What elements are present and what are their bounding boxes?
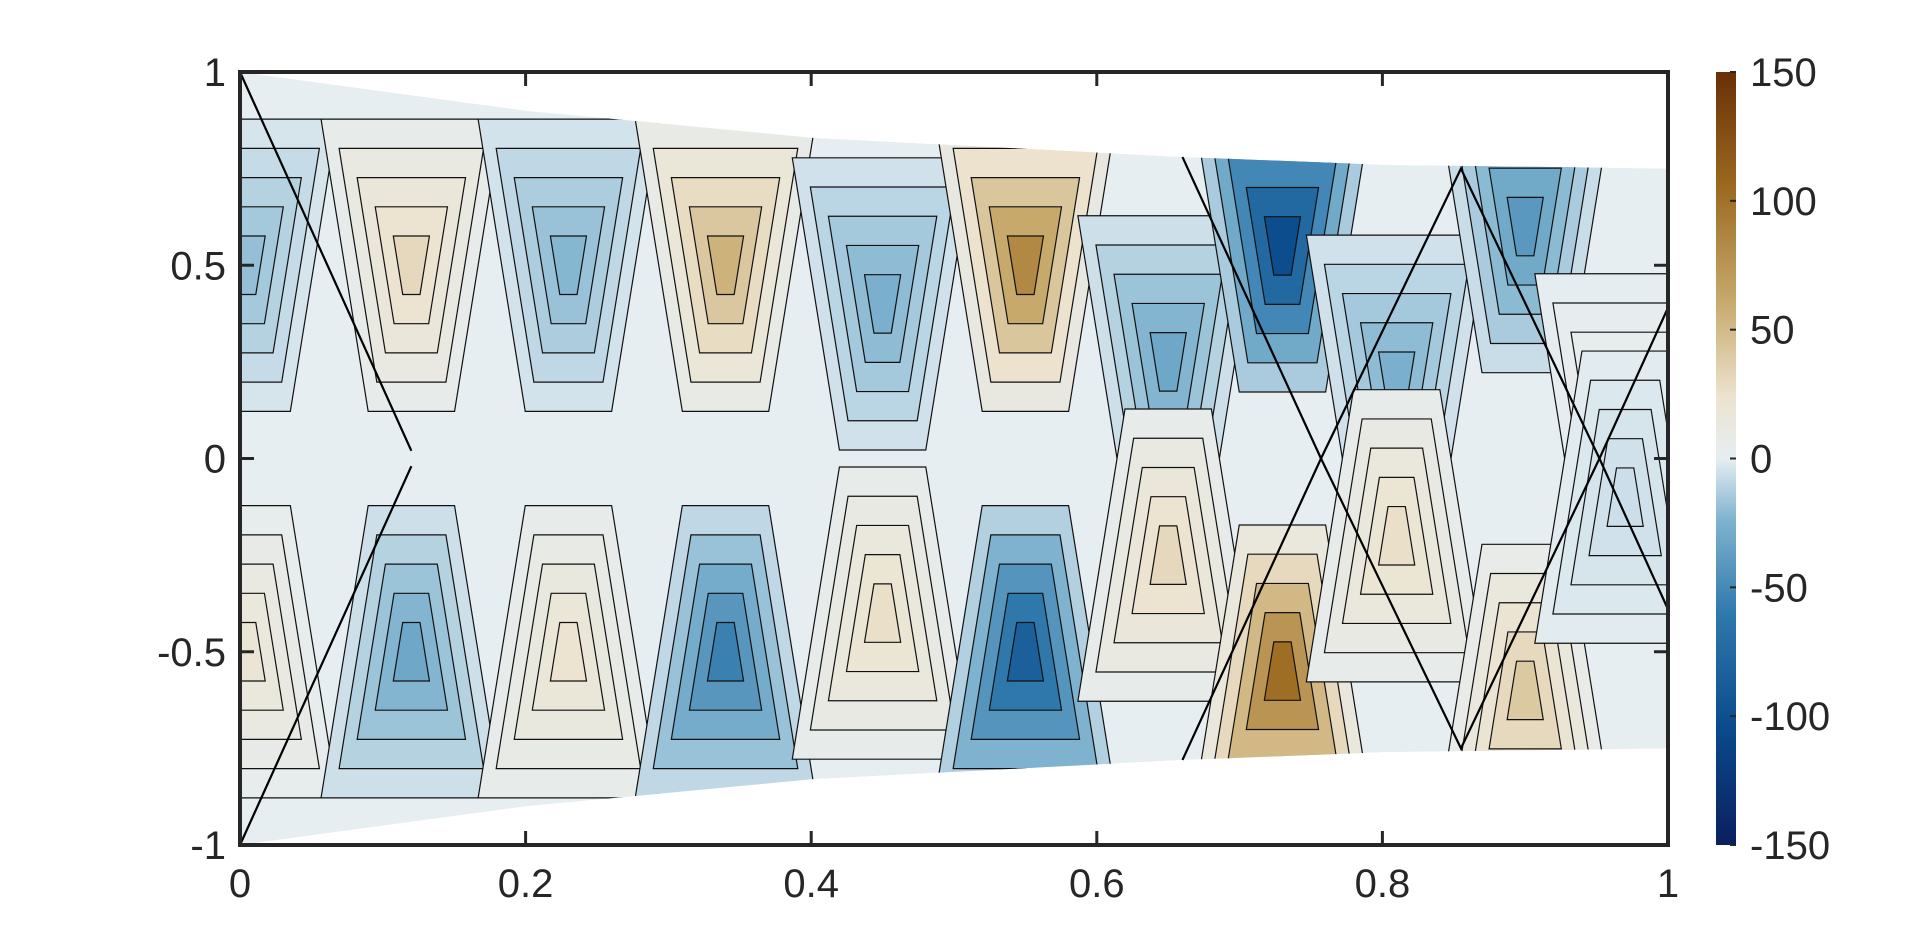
contour-band <box>1377 505 1416 566</box>
colorbar: 150 100 50 0 -50 -100 -150 <box>1716 51 1830 868</box>
contour-band <box>1263 641 1302 701</box>
y-tick-label: -0.5 <box>157 631 226 675</box>
x-axis: 0 0.2 0.4 0.6 0.8 1 <box>229 72 1679 906</box>
contour-band <box>549 235 588 296</box>
y-tick-label: 1 <box>204 51 226 95</box>
contour-cell <box>477 505 660 799</box>
contour-cell <box>320 118 503 412</box>
contour-cell <box>1077 408 1260 702</box>
x-tick-label: 0.6 <box>1069 862 1125 906</box>
x-tick-label: 0.8 <box>1355 862 1411 906</box>
contour-band <box>863 583 902 643</box>
x-tick-label: 0 <box>229 862 251 906</box>
contour-band <box>1149 332 1187 392</box>
y-tick-label: -1 <box>190 824 226 868</box>
plot-area <box>238 71 1670 846</box>
x-tick-label: 0.4 <box>783 862 839 906</box>
contour-band <box>1006 235 1045 296</box>
contour-cell <box>1305 389 1488 683</box>
contour-band <box>392 235 431 296</box>
contour-band <box>706 621 745 682</box>
contour-cell <box>634 118 817 412</box>
contour-band <box>1006 621 1045 682</box>
contour-cell <box>477 118 660 412</box>
y-axis: 1 0.5 0 -0.5 -1 <box>157 51 1668 868</box>
x-tick-label: 0.2 <box>498 862 554 906</box>
contour-band <box>549 621 588 682</box>
colorbar-tick-label: -150 <box>1750 824 1830 868</box>
contour-band <box>1506 196 1544 257</box>
colorbar-tick-label: -100 <box>1750 695 1830 739</box>
contour-cell <box>634 505 817 799</box>
subdomain-interfaces <box>238 71 1670 846</box>
contour-cell <box>934 505 1117 799</box>
colorbar-tick-label: -50 <box>1750 566 1808 610</box>
x-tick-label: 1 <box>1657 862 1679 906</box>
colorbar-gradient <box>1716 72 1736 845</box>
contour-band <box>706 235 745 296</box>
colorbar-tick-label: 0 <box>1750 438 1772 482</box>
y-tick-label: 0.5 <box>170 244 226 288</box>
contour-band <box>1149 525 1187 585</box>
contour-cell <box>791 466 974 760</box>
contour-band <box>1263 216 1302 276</box>
contour-cell <box>934 118 1117 412</box>
y-tick-label: 0 <box>204 438 226 482</box>
interface-line <box>1181 156 1670 462</box>
colorbar-tick-label: 150 <box>1750 51 1817 95</box>
contour-cell <box>320 505 503 799</box>
interface-line <box>1181 455 1670 761</box>
colorbar-ticks: 150 100 50 0 -50 -100 -150 <box>1730 51 1830 868</box>
contour-band <box>1506 660 1544 721</box>
interface-line <box>238 465 413 846</box>
contour-band <box>863 274 902 334</box>
contour-band <box>392 621 431 682</box>
colorbar-tick-label: 100 <box>1750 180 1817 224</box>
contour-field <box>240 72 1668 845</box>
colorbar-tick-label: 50 <box>1750 309 1795 353</box>
interface-line <box>238 71 413 452</box>
contour-cell <box>791 157 974 451</box>
